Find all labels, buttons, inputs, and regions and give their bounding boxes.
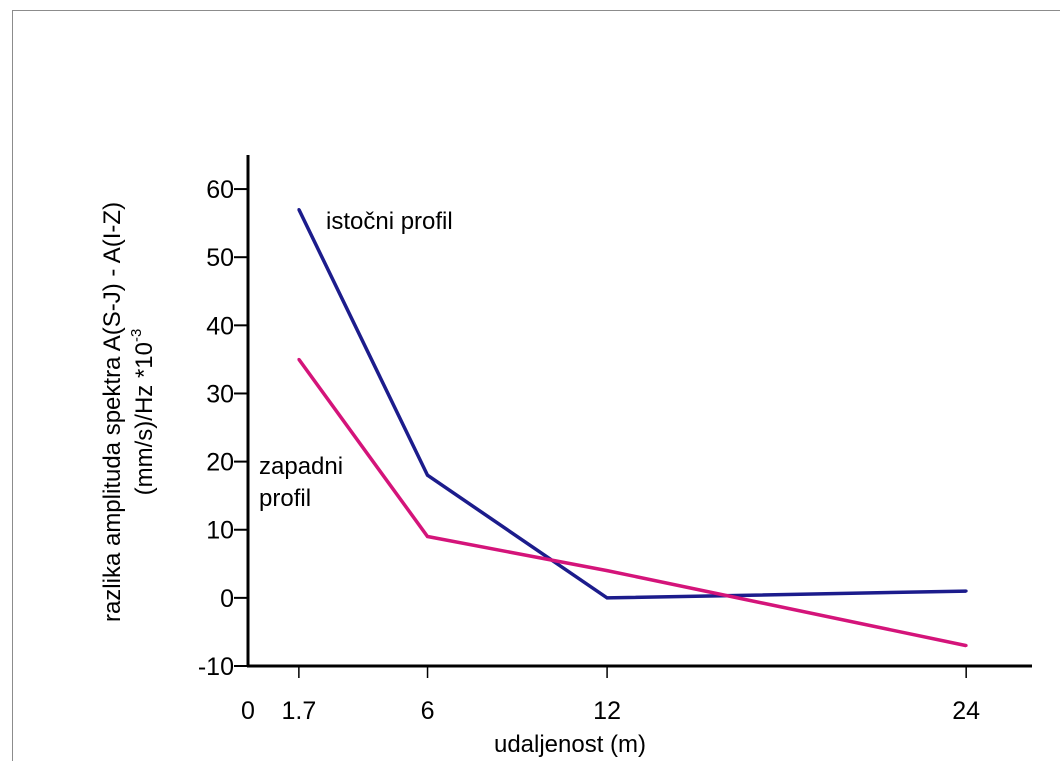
x-tick-label: 0 (241, 697, 255, 725)
y-axis-title: razlika amplituda spektra A(S-J) - A(I-Z… (99, 202, 158, 622)
y-tick-label: 10 (206, 517, 234, 545)
y-axis-title-exponent: -3 (128, 329, 145, 342)
x-tick-label: 12 (593, 697, 621, 725)
x-tick-label: 1.7 (281, 697, 316, 725)
axes (246, 155, 1032, 668)
series-2-point (426, 535, 430, 539)
y-tick-label: 60 (206, 176, 234, 204)
y-tick-label: 30 (206, 380, 234, 408)
x-ticks: 0 1.7 6 12 24 (241, 666, 980, 725)
series-1-point (605, 596, 609, 600)
x-tick-label: 24 (952, 697, 980, 725)
chart-frame (12, 10, 1060, 761)
series-line-1 (297, 208, 967, 600)
y-tick-label: 40 (206, 312, 234, 340)
y-axis-title-line1: razlika amplituda spektra A(S-J) - A(I-Z… (99, 202, 126, 622)
annotation-istocni-profil: istočni profil (326, 208, 453, 235)
annotation-zapadni-profil-line1: zapadni (259, 453, 343, 480)
series-1-point (297, 208, 301, 212)
y-tick-label: 50 (206, 244, 234, 272)
series-1-point (964, 589, 968, 593)
series-group (297, 208, 968, 648)
x-axis-title: udaljenost (m) (494, 731, 646, 758)
series-line-2 (297, 358, 967, 648)
series-2-point (297, 357, 301, 361)
y-ticks: -10 0 10 20 30 40 50 60 (198, 176, 248, 681)
y-axis-title-line2-text: (mm/s)/Hz *10 (131, 342, 158, 495)
series-2-point (964, 644, 968, 648)
y-tick-label: -10 (198, 653, 234, 681)
y-tick-label: 0 (220, 585, 234, 613)
x-tick-label: 6 (421, 697, 435, 725)
annotation-zapadni-profil-line2: profil (259, 485, 311, 512)
y-tick-label: 20 (206, 449, 234, 477)
series-1-point (426, 473, 430, 477)
series-2-point (605, 569, 609, 573)
y-axis-title-line2: (mm/s)/Hz *10-3 (128, 329, 158, 496)
